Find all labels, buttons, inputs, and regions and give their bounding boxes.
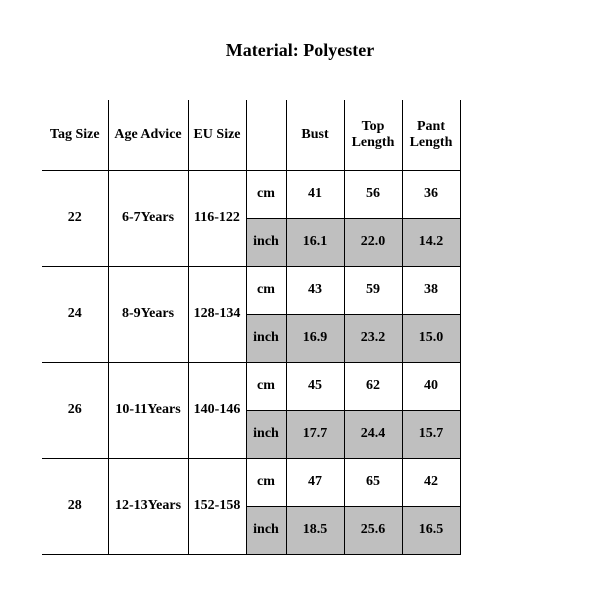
cell-tag-size: 28 — [42, 458, 108, 554]
cell-pant-length: 14.2 — [402, 218, 460, 266]
cell-pant-length: 15.7 — [402, 410, 460, 458]
cell-top-length: 59 — [344, 266, 402, 314]
table-row: 24 8-9Years 128-134 cm 43 59 38 — [42, 266, 460, 314]
page: Material: Polyester Tag Size Age Advice … — [0, 0, 600, 600]
cell-unit-cm: cm — [246, 266, 286, 314]
col-eu-size: EU Size — [188, 100, 246, 170]
cell-pant-length: 42 — [402, 458, 460, 506]
col-unit — [246, 100, 286, 170]
cell-bust: 18.5 — [286, 506, 344, 554]
cell-age-advice: 10-11Years — [108, 362, 188, 458]
col-top-length: Top Length — [344, 100, 402, 170]
cell-tag-size: 24 — [42, 266, 108, 362]
cell-pant-length: 16.5 — [402, 506, 460, 554]
cell-bust: 16.1 — [286, 218, 344, 266]
cell-eu-size: 116-122 — [188, 170, 246, 266]
cell-eu-size: 128-134 — [188, 266, 246, 362]
cell-pant-length: 15.0 — [402, 314, 460, 362]
cell-age-advice: 6-7Years — [108, 170, 188, 266]
col-age-advice: Age Advice — [108, 100, 188, 170]
cell-pant-length: 38 — [402, 266, 460, 314]
cell-bust: 47 — [286, 458, 344, 506]
cell-top-length: 65 — [344, 458, 402, 506]
cell-bust: 41 — [286, 170, 344, 218]
cell-pant-length: 40 — [402, 362, 460, 410]
col-pant-length: Pant Length — [402, 100, 460, 170]
cell-unit-cm: cm — [246, 458, 286, 506]
table-row: 26 10-11Years 140-146 cm 45 62 40 — [42, 362, 460, 410]
col-tag-size: Tag Size — [42, 100, 108, 170]
cell-eu-size: 152-158 — [188, 458, 246, 554]
page-title: Material: Polyester — [0, 40, 600, 61]
cell-top-length: 56 — [344, 170, 402, 218]
cell-unit-inch: inch — [246, 506, 286, 554]
cell-pant-length: 36 — [402, 170, 460, 218]
cell-tag-size: 26 — [42, 362, 108, 458]
cell-bust: 45 — [286, 362, 344, 410]
cell-bust: 43 — [286, 266, 344, 314]
cell-top-length: 23.2 — [344, 314, 402, 362]
cell-unit-inch: inch — [246, 218, 286, 266]
cell-unit-cm: cm — [246, 170, 286, 218]
size-table: Tag Size Age Advice EU Size Bust Top Len… — [42, 100, 461, 555]
cell-top-length: 25.6 — [344, 506, 402, 554]
cell-unit-cm: cm — [246, 362, 286, 410]
cell-top-length: 24.4 — [344, 410, 402, 458]
cell-tag-size: 22 — [42, 170, 108, 266]
cell-eu-size: 140-146 — [188, 362, 246, 458]
cell-bust: 17.7 — [286, 410, 344, 458]
table-row: 28 12-13Years 152-158 cm 47 65 42 — [42, 458, 460, 506]
cell-unit-inch: inch — [246, 410, 286, 458]
cell-age-advice: 8-9Years — [108, 266, 188, 362]
cell-bust: 16.9 — [286, 314, 344, 362]
col-bust: Bust — [286, 100, 344, 170]
cell-unit-inch: inch — [246, 314, 286, 362]
cell-top-length: 62 — [344, 362, 402, 410]
cell-top-length: 22.0 — [344, 218, 402, 266]
cell-age-advice: 12-13Years — [108, 458, 188, 554]
table-row: 22 6-7Years 116-122 cm 41 56 36 — [42, 170, 460, 218]
table-header-row: Tag Size Age Advice EU Size Bust Top Len… — [42, 100, 460, 170]
